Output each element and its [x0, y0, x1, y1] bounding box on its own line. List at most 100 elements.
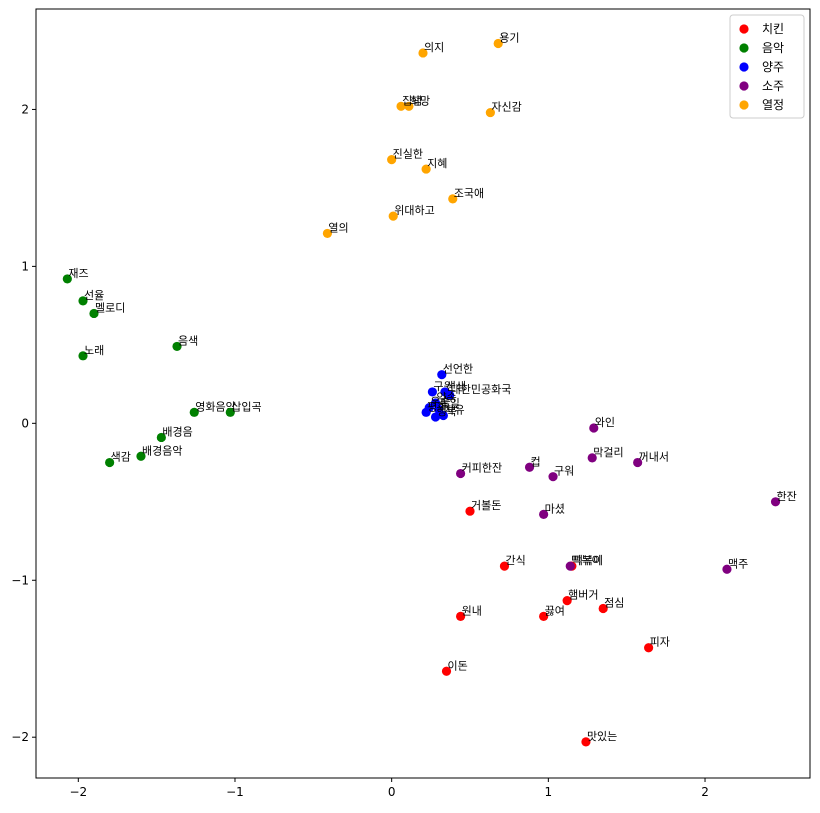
data-point [434, 404, 444, 414]
data-point [136, 451, 146, 461]
x-tick-label: −2 [69, 785, 87, 799]
point-label: 자신감 [491, 101, 521, 114]
data-point [438, 410, 448, 421]
data-point [388, 211, 398, 221]
data-point [465, 506, 475, 516]
data-point [548, 472, 558, 482]
data-point [539, 611, 549, 621]
data-point [105, 457, 115, 468]
legend-entry: 치킨 [762, 22, 784, 36]
point-label: 햄버거 [568, 589, 598, 602]
point-label: 열의 [328, 221, 348, 234]
data-point [499, 561, 510, 571]
legend-box [729, 14, 805, 119]
data-point [633, 457, 643, 468]
point-label: 간식 [505, 554, 525, 567]
point-label: 배경음악 [142, 444, 182, 457]
data-point [589, 423, 599, 433]
legend-marker [739, 81, 749, 91]
legend-entry: 음악 [762, 41, 784, 55]
point-label: 컵 [531, 455, 541, 468]
data-point [78, 296, 88, 306]
point-label: 음색 [178, 334, 198, 347]
point-label: 맥주 [728, 557, 748, 570]
y-tick-label: −2 [11, 730, 29, 744]
y-axis: −2 −1 0 1 2 [11, 102, 36, 744]
point-label: 삽입곡 [231, 400, 261, 413]
x-tick-label: 1 [545, 785, 553, 799]
data-point [598, 603, 608, 614]
legend-marker [739, 24, 749, 34]
point-label: 떡볶이 [571, 554, 601, 567]
data-point [440, 387, 450, 397]
point-label: 행복 [437, 405, 457, 418]
legend-marker [739, 100, 749, 110]
data-point [156, 432, 166, 443]
data-point [396, 101, 406, 111]
data-point [456, 468, 466, 479]
point-label: 한잔 [777, 490, 797, 503]
data-point [437, 370, 447, 380]
data-point [644, 643, 654, 653]
data-point [441, 666, 452, 676]
data-point [456, 611, 466, 621]
data-point [565, 561, 575, 571]
point-label: 위대하고 [394, 203, 434, 217]
data-point [524, 462, 535, 472]
data-point [427, 387, 438, 397]
point-label: 떡볶이 [573, 554, 603, 567]
legend-entry: 열정 [762, 98, 784, 112]
point-label: 막걸리 [593, 446, 623, 459]
point-label: 의지 [424, 41, 444, 54]
plot-frame [35, 8, 811, 779]
data-point [770, 497, 781, 507]
y-tick-label: −1 [11, 573, 29, 587]
legend-marker [739, 43, 749, 53]
data-point [172, 341, 182, 352]
data-point [421, 164, 431, 174]
x-tick-label: 0 [388, 785, 396, 799]
point-label: 마셨 [545, 502, 565, 515]
y-tick-label: 2 [21, 102, 29, 116]
y-tick-label: 1 [21, 259, 29, 273]
point-label: 구워 [554, 465, 574, 478]
point-label: 진실한 [393, 148, 423, 161]
point-label: 통일 [440, 396, 460, 410]
data-point [539, 509, 549, 519]
data-point [562, 596, 572, 606]
point-label: 평화 [427, 400, 447, 413]
point-label: 자유 [444, 403, 464, 416]
data-point [322, 228, 333, 239]
y-tick-label: 0 [21, 416, 29, 430]
data-point [581, 737, 591, 747]
point-label: 노래 [84, 344, 104, 357]
data-point [89, 308, 99, 319]
data-point [587, 453, 597, 463]
data-point [430, 412, 441, 422]
point-label: 맛있는 [587, 730, 617, 743]
point-label: 이돈 [448, 659, 468, 672]
data-point [493, 38, 503, 49]
point-label: 희망 [410, 94, 430, 107]
point-label: 용기 [499, 32, 519, 45]
point-label: 선율 [84, 289, 104, 302]
point-label: 피자 [650, 636, 670, 649]
point-label: 멜로디 [95, 301, 125, 314]
legend-entry: 소주 [762, 79, 784, 93]
x-axis: −2 −1 0 1 2 [69, 778, 709, 799]
point-label: 선생 [446, 380, 466, 393]
point-label: 재즈 [68, 267, 88, 280]
data-point [404, 101, 414, 111]
data-point [189, 407, 199, 417]
point-label: 원내 [462, 604, 482, 617]
point-label: 선언한 [443, 363, 473, 376]
data-point [418, 48, 428, 58]
point-label: 조국애 [454, 187, 484, 200]
